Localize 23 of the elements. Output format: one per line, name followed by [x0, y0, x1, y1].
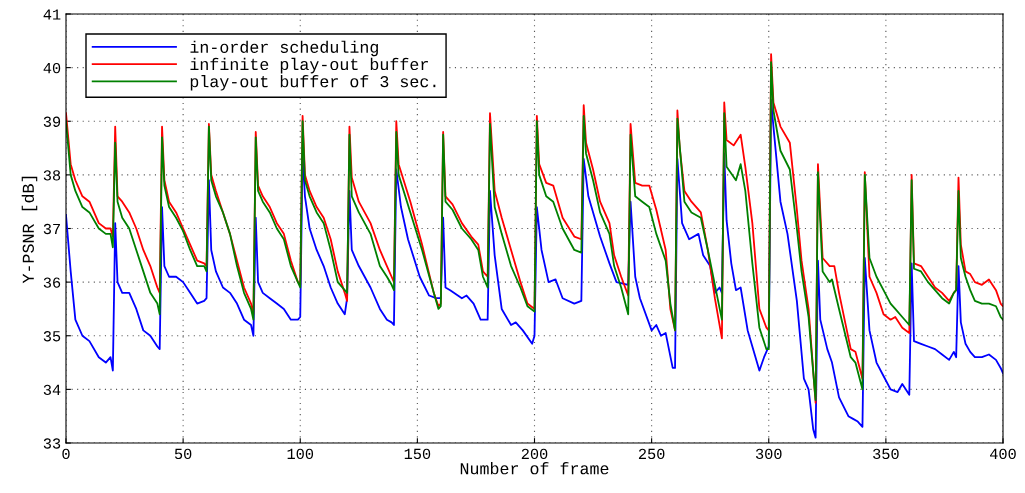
- y-tick-label: 34: [43, 384, 61, 396]
- y-tick-label: 33: [43, 438, 61, 449]
- y-tick-label: 39: [43, 116, 61, 127]
- x-axis-title: Number of frame: [460, 462, 609, 475]
- legend-label: in-order scheduling: [190, 40, 378, 57]
- x-tick-label: 0: [62, 448, 70, 460]
- y-tick-label: 41: [43, 9, 61, 20]
- x-tick-label: 400: [990, 448, 1016, 460]
- x-tick-label: 250: [638, 448, 665, 460]
- y-tick-label: 38: [43, 170, 61, 181]
- y-tick-label: 35: [43, 331, 61, 342]
- y-tick-label: 36: [43, 277, 61, 288]
- legend-label: play-out buffer of 3 sec.: [190, 75, 436, 91]
- y-tick-label: 37: [43, 223, 60, 235]
- x-tick-label: 100: [287, 448, 314, 460]
- x-tick-label: 350: [873, 448, 899, 460]
- x-tick-label: 300: [755, 448, 782, 460]
- y-axis-title: Y-PSNR [dB]: [21, 176, 38, 284]
- x-tick-label: 200: [521, 448, 548, 460]
- legend-label: infinite play-out buffer: [190, 57, 428, 74]
- x-tick-label: 150: [404, 448, 431, 460]
- y-tick-label: 40: [43, 62, 61, 74]
- x-tick-label: 50: [174, 448, 192, 460]
